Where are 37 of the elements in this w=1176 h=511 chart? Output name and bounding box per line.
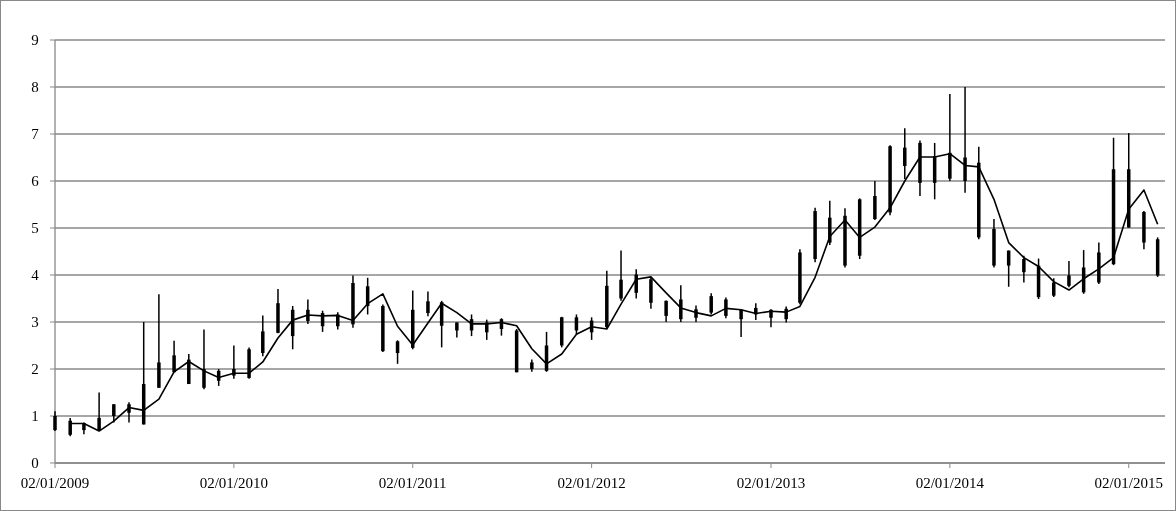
x-tick-label: 02/01/2012: [557, 475, 626, 491]
candlestick: [232, 344, 236, 380]
candlestick: [739, 308, 743, 338]
candlestick: [664, 299, 668, 323]
candlestick: [724, 296, 728, 319]
candlestick: [709, 292, 713, 316]
x-tick-label: 02/01/2015: [1094, 475, 1163, 491]
candlestick: [1052, 277, 1056, 298]
x-tick-label: 02/01/2009: [20, 475, 90, 491]
candlestick: [426, 290, 430, 318]
candlestick: [873, 180, 877, 221]
y-tick-label: 6: [31, 173, 40, 190]
candlestick: [202, 328, 206, 390]
candlestick: [127, 401, 131, 424]
y-tick-label: 1: [31, 408, 39, 425]
candlestick: [261, 314, 265, 358]
y-tick-label: 9: [31, 32, 39, 49]
x-tick-label: 02/01/2011: [378, 475, 447, 491]
x-tick-label: 02/01/2010: [199, 475, 269, 491]
candlestick: [634, 268, 638, 300]
x-tick-label: 02/01/2014: [915, 475, 985, 491]
y-tick-label: 7: [31, 126, 40, 143]
candlestick: [1022, 254, 1026, 284]
candlestick: [112, 403, 116, 424]
candlestick: [306, 298, 310, 325]
y-tick-label: 5: [31, 220, 39, 237]
y-tick-label: 0: [31, 455, 39, 472]
candlestick: [649, 276, 653, 310]
y-tick-label: 2: [31, 361, 39, 378]
x-tick-label: 02/01/2013: [736, 475, 806, 491]
candlestick: [1067, 260, 1071, 288]
candlestick: [679, 284, 683, 323]
y-tick-label: 4: [31, 267, 40, 284]
candlestick: [619, 249, 623, 302]
y-tick-label: 8: [31, 79, 39, 96]
y-tick-label: 3: [31, 314, 39, 331]
candlestick: [172, 340, 176, 374]
